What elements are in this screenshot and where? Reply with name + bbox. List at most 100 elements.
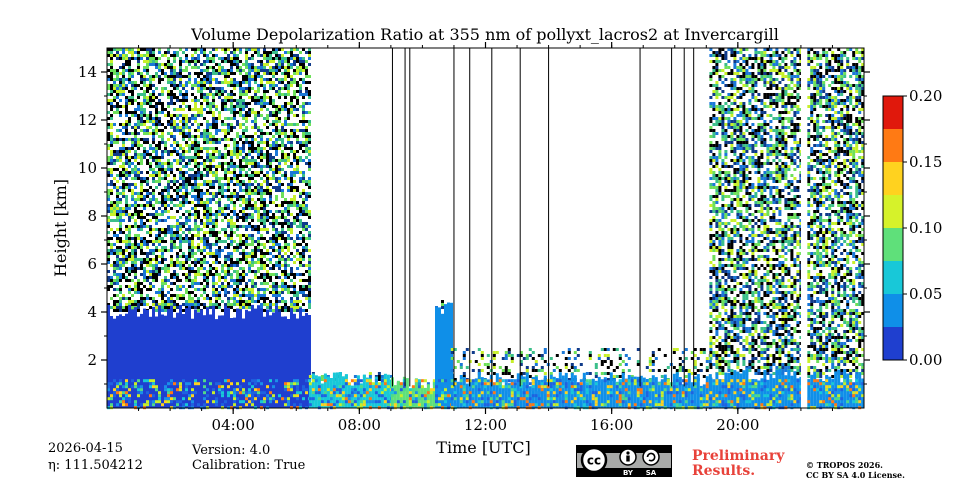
noise-cell [215, 171, 218, 174]
noise-cell [188, 243, 191, 246]
noise-cell [194, 102, 197, 105]
noise-cell [137, 141, 140, 144]
surface-cell [555, 382, 559, 386]
noise-cell [227, 258, 230, 261]
noise-cell [155, 201, 158, 204]
noise-cell [194, 162, 197, 165]
noise-cell [233, 291, 236, 294]
noise-cell [185, 96, 188, 99]
surface-cell [158, 397, 161, 401]
noise-cell [269, 216, 272, 219]
noise-cell [137, 63, 140, 66]
noise-cell [305, 162, 308, 165]
noise-cell [296, 207, 299, 210]
noise-cell [140, 189, 143, 192]
noise-cell [263, 309, 266, 312]
surface-cell [374, 385, 378, 389]
noise-cell [206, 150, 209, 153]
noise-cell [290, 132, 293, 135]
noise-cell [116, 264, 119, 267]
noise-cell [251, 171, 254, 174]
surface-cell [233, 394, 236, 398]
noise-cell [278, 276, 281, 279]
noise-cell [269, 69, 272, 72]
noise-cell [206, 252, 209, 255]
noise-cell [203, 54, 206, 57]
noise-cell [636, 363, 640, 366]
surface-cell [272, 397, 275, 401]
aerosol-column [197, 312, 200, 408]
noise-cell [206, 273, 209, 276]
noise-cell [600, 360, 604, 363]
aerosol-column [251, 304, 254, 408]
noise-cell [528, 375, 532, 378]
surface-cell [233, 388, 236, 392]
noise-cell [134, 213, 137, 216]
noise-cell [188, 75, 191, 78]
noise-cell [275, 291, 278, 294]
noise-cell [260, 171, 263, 174]
noise-cell [224, 135, 227, 138]
noise-cell [197, 81, 200, 84]
noise-cell [140, 300, 143, 303]
noise-cell [206, 123, 209, 126]
noise-cell [248, 87, 251, 90]
aerosol-column [438, 307, 441, 408]
noise-cell [173, 141, 176, 144]
noise-cell [188, 264, 191, 267]
noise-cell [179, 48, 182, 51]
noise-cell [594, 363, 598, 366]
surface-cell [480, 382, 484, 386]
noise-cell [272, 141, 275, 144]
noise-cell [248, 141, 251, 144]
aerosol-column [233, 317, 236, 408]
noise-cell [140, 102, 143, 105]
noise-cell [200, 69, 203, 72]
noise-cell [266, 165, 269, 168]
noise-cell [206, 243, 209, 246]
noise-cell [290, 162, 293, 165]
noise-cell [245, 72, 248, 75]
noise-cell [173, 66, 176, 69]
noise-cell [110, 72, 113, 75]
aerosol-column [227, 307, 230, 408]
noise-cell [209, 273, 212, 276]
noise-cell [257, 54, 260, 57]
noise-cell [143, 225, 146, 228]
noise-cell [296, 297, 299, 300]
noise-cell [164, 228, 167, 231]
noise-cell [203, 258, 206, 261]
noise-cell [269, 147, 272, 150]
noise-cell [251, 225, 254, 228]
noise-cell [221, 189, 224, 192]
noise-cell [203, 96, 206, 99]
noise-cell [221, 156, 224, 159]
surface-cell [546, 385, 550, 389]
noise-cell [263, 222, 266, 225]
surface-cell [420, 379, 424, 383]
noise-cell [182, 273, 185, 276]
noise-cell [257, 69, 260, 72]
noise-cell [272, 51, 275, 54]
noise-cell [227, 183, 230, 186]
noise-cell [278, 66, 281, 69]
noise-cell [170, 186, 173, 189]
noise-cell [227, 93, 230, 96]
noise-cell [176, 288, 179, 291]
noise-cell [134, 168, 137, 171]
noise-cell [194, 96, 197, 99]
noise-cell [293, 57, 296, 60]
noise-cell [299, 57, 302, 60]
noise-cell [275, 66, 278, 69]
noise-cell [302, 207, 305, 210]
noise-cell [218, 186, 221, 189]
noise-cell [107, 117, 110, 120]
noise-cell [158, 303, 161, 306]
noise-cell [194, 258, 197, 261]
surface-cell [573, 397, 577, 401]
noise-cell [143, 141, 146, 144]
noise-cell [200, 105, 203, 108]
noise-cell [218, 303, 221, 306]
surface-cell [293, 379, 296, 383]
noise-cell [206, 75, 209, 78]
